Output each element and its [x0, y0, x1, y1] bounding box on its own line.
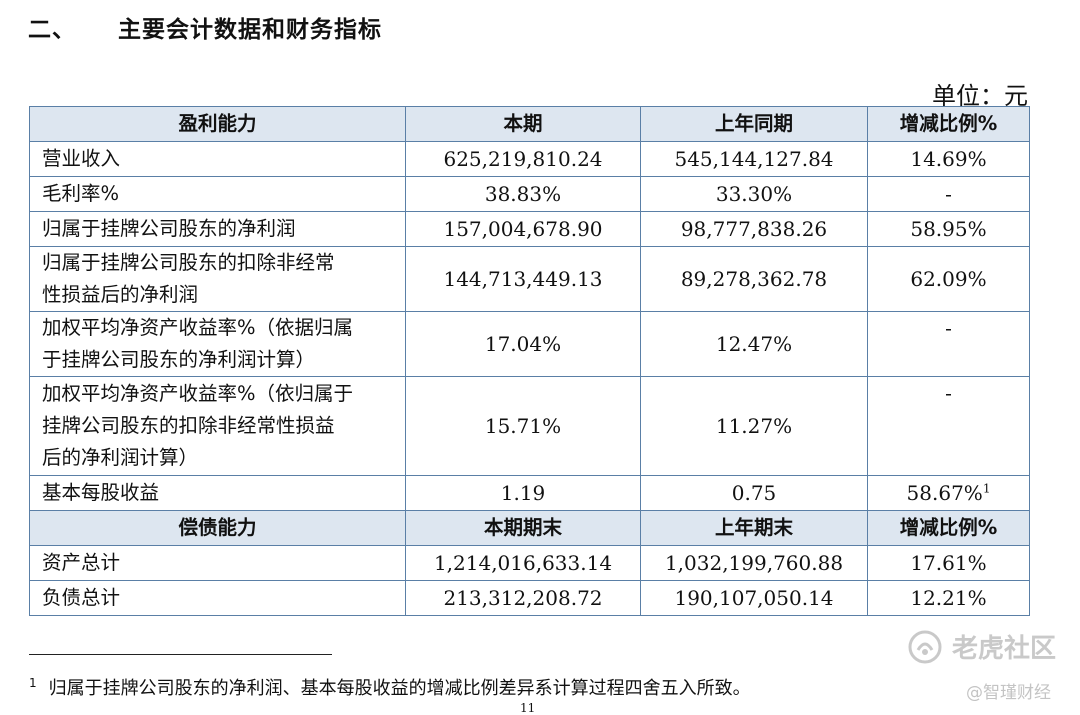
row-label: 毛利率% [29, 176, 406, 212]
prior-value: 33.30% [640, 176, 868, 212]
footnote-mark: 1 [29, 676, 37, 690]
table-row: 加权平均净资产收益率%（依据归属 于挂牌公司股东的净利润计算） 17.04% 1… [29, 311, 1030, 377]
header-cell: 上年同期 [640, 106, 868, 142]
change-value: 58.95% [867, 211, 1030, 247]
table-row: 资产总计 1,214,016,633.14 1,032,199,760.88 1… [29, 545, 1030, 581]
table-row: 基本每股收益 1.19 0.75 58.67%1 [29, 475, 1030, 511]
watermark-account: @智瑾财经 [966, 683, 1051, 703]
current-value: 1.19 [405, 475, 641, 511]
watermark-brand-text: 老虎社区 [952, 634, 1057, 664]
change-value: - [867, 176, 1030, 212]
change-value: 17.61% [867, 545, 1030, 581]
prior-value: 11.27% [640, 376, 868, 476]
row-label: 加权平均净资产收益率%（依据归属 于挂牌公司股东的净利润计算） [29, 311, 406, 377]
page-number: 11 [520, 701, 536, 715]
row-label: 归属于挂牌公司股东的净利润 [29, 211, 406, 247]
row-label: 负债总计 [29, 580, 406, 616]
change-value: - [867, 311, 1030, 377]
footnote-reference: 1 [982, 481, 991, 496]
table-row: 归属于挂牌公司股东的净利润 157,004,678.90 98,777,838.… [29, 211, 1030, 247]
tiger-community-logo-icon [908, 630, 942, 664]
current-value: 144,713,449.13 [405, 246, 641, 312]
row-label: 归属于挂牌公司股东的扣除非经常 性损益后的净利润 [29, 246, 406, 312]
table-row: 加权平均净资产收益率%（依归属于 挂牌公司股东的扣除非经常性损益 后的净利润计算… [29, 376, 1030, 476]
section-heading: 二、 主要会计数据和财务指标 [28, 10, 382, 44]
change-value: 14.69% [867, 141, 1030, 177]
current-value: 213,312,208.72 [405, 580, 641, 616]
header-cell: 本期期末 [405, 510, 641, 546]
header-cell: 偿债能力 [29, 510, 406, 546]
prior-value: 0.75 [640, 475, 868, 511]
row-label: 资产总计 [29, 545, 406, 581]
unit-label: 单位：元 [932, 82, 1028, 110]
row-label: 基本每股收益 [29, 475, 406, 511]
change-value: 58.67%1 [867, 475, 1030, 511]
prior-value: 545,144,127.84 [640, 141, 868, 177]
current-value: 1,214,016,633.14 [405, 545, 641, 581]
footnote: 1 归属于挂牌公司股东的净利润、基本每股收益的增减比例差异系计算过程四舍五入所致。 [29, 674, 751, 700]
footnote-divider [29, 654, 332, 655]
change-value: - [867, 376, 1030, 476]
prior-value: 1,032,199,760.88 [640, 545, 868, 581]
current-value: 157,004,678.90 [405, 211, 641, 247]
header-cell: 本期 [405, 106, 641, 142]
current-value: 625,219,810.24 [405, 141, 641, 177]
row-label: 营业收入 [29, 141, 406, 177]
prior-value: 190,107,050.14 [640, 580, 868, 616]
prior-value: 98,777,838.26 [640, 211, 868, 247]
footnote-text: 归属于挂牌公司股东的净利润、基本每股收益的增减比例差异系计算过程四舍五入所致。 [48, 678, 751, 699]
table-row: 毛利率% 38.83% 33.30% - [29, 176, 1030, 212]
section-number: 二、 [28, 17, 76, 43]
financial-indicators-table: 盈利能力 本期 上年同期 增减比例% 营业收入 625,219,810.24 5… [29, 106, 1030, 616]
current-value: 38.83% [405, 176, 641, 212]
table-row: 归属于挂牌公司股东的扣除非经常 性损益后的净利润 144,713,449.13 … [29, 246, 1030, 312]
prior-value: 12.47% [640, 311, 868, 377]
current-value: 15.71% [405, 376, 641, 476]
header-cell: 增减比例% [867, 106, 1030, 142]
change-value: 62.09% [867, 246, 1030, 312]
watermark-brand: 老虎社区 [908, 628, 1056, 665]
section-title: 主要会计数据和财务指标 [118, 17, 382, 43]
solvency-header-row: 偿债能力 本期期末 上年期末 增减比例% [29, 510, 1030, 546]
row-label: 加权平均净资产收益率%（依归属于 挂牌公司股东的扣除非经常性损益 后的净利润计算… [29, 376, 406, 476]
change-value: 12.21% [867, 580, 1030, 616]
header-cell: 盈利能力 [29, 106, 406, 142]
prior-value: 89,278,362.78 [640, 246, 868, 312]
table-row: 负债总计 213,312,208.72 190,107,050.14 12.21… [29, 580, 1030, 616]
current-value: 17.04% [405, 311, 641, 377]
header-cell: 增减比例% [867, 510, 1030, 546]
header-cell: 上年期末 [640, 510, 868, 546]
profitability-header-row: 盈利能力 本期 上年同期 增减比例% [29, 106, 1030, 142]
table-row: 营业收入 625,219,810.24 545,144,127.84 14.69… [29, 141, 1030, 177]
